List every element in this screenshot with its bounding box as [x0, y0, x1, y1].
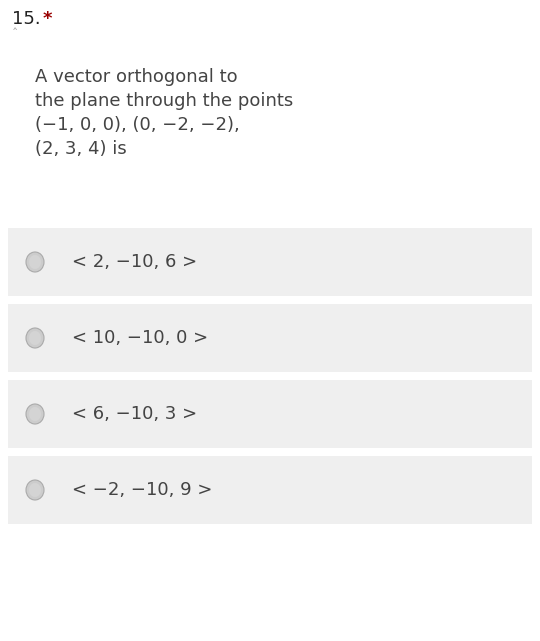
Text: < 10, −10, 0 >: < 10, −10, 0 >: [72, 329, 208, 347]
Text: (−1, 0, 0), (0, −2, −2),: (−1, 0, 0), (0, −2, −2),: [35, 116, 240, 134]
Ellipse shape: [29, 255, 41, 269]
Ellipse shape: [26, 328, 44, 348]
FancyBboxPatch shape: [8, 228, 532, 296]
Text: (2, 3, 4) is: (2, 3, 4) is: [35, 140, 127, 158]
Text: < −2, −10, 9 >: < −2, −10, 9 >: [72, 481, 212, 499]
Text: the plane through the points: the plane through the points: [35, 92, 293, 110]
Text: < 6, −10, 3 >: < 6, −10, 3 >: [72, 405, 197, 423]
Ellipse shape: [26, 252, 44, 272]
FancyBboxPatch shape: [8, 304, 532, 372]
Ellipse shape: [29, 331, 41, 345]
FancyBboxPatch shape: [8, 380, 532, 448]
Text: *: *: [43, 10, 52, 28]
Ellipse shape: [26, 404, 44, 424]
Text: A vector orthogonal to: A vector orthogonal to: [35, 68, 238, 86]
Text: ˆ: ˆ: [12, 28, 18, 41]
Text: < 2, −10, 6 >: < 2, −10, 6 >: [72, 253, 197, 271]
Ellipse shape: [29, 407, 41, 421]
Ellipse shape: [26, 480, 44, 500]
Ellipse shape: [29, 483, 41, 497]
FancyBboxPatch shape: [8, 456, 532, 524]
Text: 15.: 15.: [12, 10, 40, 28]
